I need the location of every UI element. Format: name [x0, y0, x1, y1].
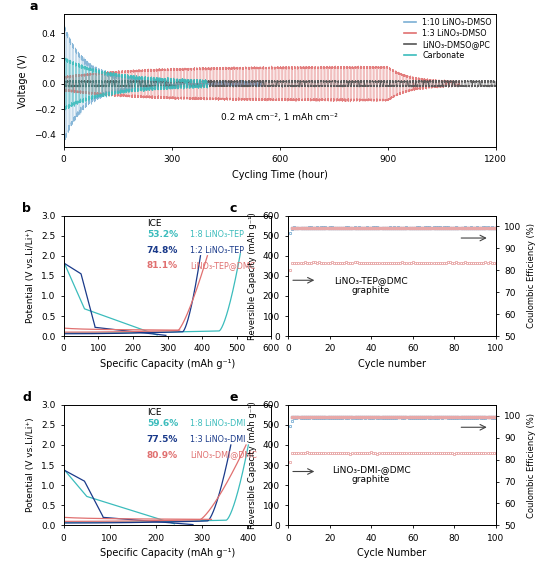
Y-axis label: Coulombic Efficiency (%): Coulombic Efficiency (%) [527, 223, 536, 328]
X-axis label: Specific Capacity (mAh g⁻¹): Specific Capacity (mAh g⁻¹) [100, 359, 235, 369]
Text: LiNO₃-DMI-@DMC
graphite: LiNO₃-DMI-@DMC graphite [332, 465, 411, 485]
Text: 1:2 LiNO₃-TEP: 1:2 LiNO₃-TEP [191, 246, 244, 254]
X-axis label: Cycle number: Cycle number [358, 359, 426, 369]
Y-axis label: Reversible Capacity (mAh g⁻¹): Reversible Capacity (mAh g⁻¹) [248, 212, 257, 340]
Text: LiNO₃-TEP@DMC
graphite: LiNO₃-TEP@DMC graphite [335, 276, 408, 295]
Text: b: b [22, 202, 31, 215]
Text: 53.2%: 53.2% [147, 230, 178, 239]
Text: d: d [22, 391, 31, 404]
Text: 1:3 LiNO₃-DMI: 1:3 LiNO₃-DMI [191, 435, 246, 444]
Y-axis label: Coulombic Efficiency (%): Coulombic Efficiency (%) [527, 412, 536, 517]
Text: LiNO₃-TEP@DMC: LiNO₃-TEP@DMC [191, 261, 256, 270]
Text: 74.8%: 74.8% [147, 246, 178, 254]
Text: 81.1%: 81.1% [147, 261, 178, 270]
Y-axis label: Potential (V vs.Li/Li⁺): Potential (V vs.Li/Li⁺) [27, 228, 35, 323]
X-axis label: Cycle Number: Cycle Number [357, 548, 427, 558]
Y-axis label: Reversible Capacity (mAh g⁻¹): Reversible Capacity (mAh g⁻¹) [248, 401, 257, 529]
Text: 1:8 LiNO₃-TEP: 1:8 LiNO₃-TEP [191, 230, 244, 239]
Text: ICE: ICE [147, 408, 161, 417]
Text: 0.2 mA cm⁻², 1 mAh cm⁻²: 0.2 mA cm⁻², 1 mAh cm⁻² [222, 114, 338, 122]
Text: 77.5%: 77.5% [147, 435, 178, 444]
Text: ICE: ICE [147, 219, 161, 228]
Legend: 1:10 LiNO₃-DMSO, 1:3 LiNO₃-DMSO, LiNO₃-DMSO@PC, Carbonate: 1:10 LiNO₃-DMSO, 1:3 LiNO₃-DMSO, LiNO₃-D… [404, 18, 492, 60]
Text: 59.6%: 59.6% [147, 419, 178, 428]
Text: e: e [230, 391, 238, 404]
Y-axis label: Voltage (V): Voltage (V) [18, 53, 28, 107]
Text: a: a [29, 0, 38, 13]
Y-axis label: Potential (V vs.Li/Li⁺): Potential (V vs.Li/Li⁺) [27, 417, 35, 512]
Text: 80.9%: 80.9% [147, 450, 178, 460]
Text: LiNO₃-DMI@DMC: LiNO₃-DMI@DMC [191, 450, 257, 460]
X-axis label: Specific Capacity (mAh g⁻¹): Specific Capacity (mAh g⁻¹) [100, 548, 235, 558]
X-axis label: Cycling Time (hour): Cycling Time (hour) [232, 170, 328, 180]
Text: 1:8 LiNO₃-DMI: 1:8 LiNO₃-DMI [191, 419, 246, 428]
Text: c: c [230, 202, 237, 215]
